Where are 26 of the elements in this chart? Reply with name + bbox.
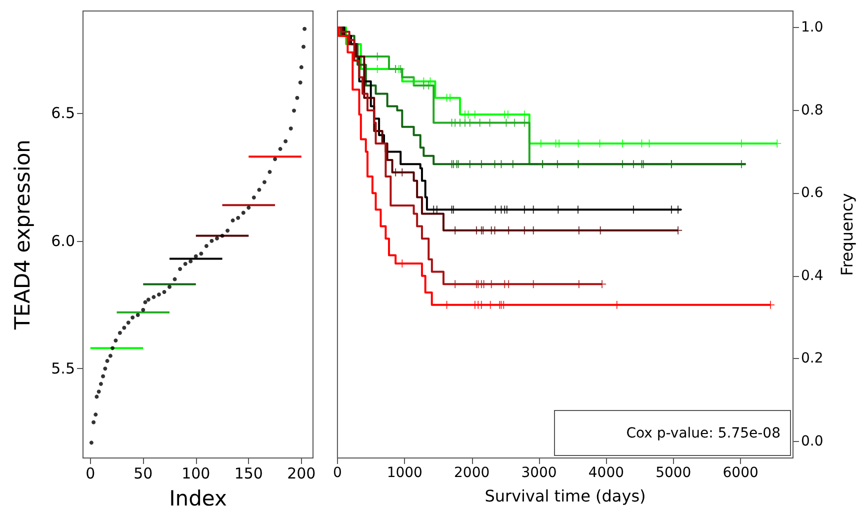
x-tick-label: 100 (182, 464, 210, 482)
x-tick-label: 3000 (521, 465, 557, 481)
y-tick-label: 1.0 (801, 20, 824, 36)
y-tick-label: 6.0 (51, 232, 75, 250)
x-tick-label: 2000 (454, 465, 490, 481)
y-axis-title: Frequency (838, 193, 856, 276)
x-axis-title: Index (169, 486, 227, 510)
y-tick-label: 0.6 (801, 185, 824, 202)
y-tick-label: 0.0 (801, 433, 824, 450)
x-tick-label: 50 (134, 464, 153, 482)
y-tick-label: 0.8 (801, 102, 824, 118)
x-tick-label: 5000 (656, 465, 692, 481)
y-tick-label: 0.4 (801, 268, 824, 284)
x-tick-label: 200 (287, 464, 316, 482)
x-axis-title: Survival time (days) (484, 486, 646, 506)
x-tick-label: 1000 (386, 465, 422, 481)
y-axis-title: TEAD4 expression (10, 140, 34, 330)
y-tick-label: 5.5 (51, 360, 75, 378)
x-tick-label: 0 (332, 465, 342, 481)
x-tick-label: 150 (234, 464, 263, 482)
x-tick-label: 4000 (588, 465, 624, 481)
annotation: Cox p-value: 5.75e-08 (626, 426, 780, 442)
y-tick-label: 0.2 (801, 350, 824, 367)
x-tick-label: 6000 (722, 465, 758, 481)
x-tick-label: 0 (86, 464, 96, 482)
y-tick-label: 6.5 (51, 104, 75, 122)
